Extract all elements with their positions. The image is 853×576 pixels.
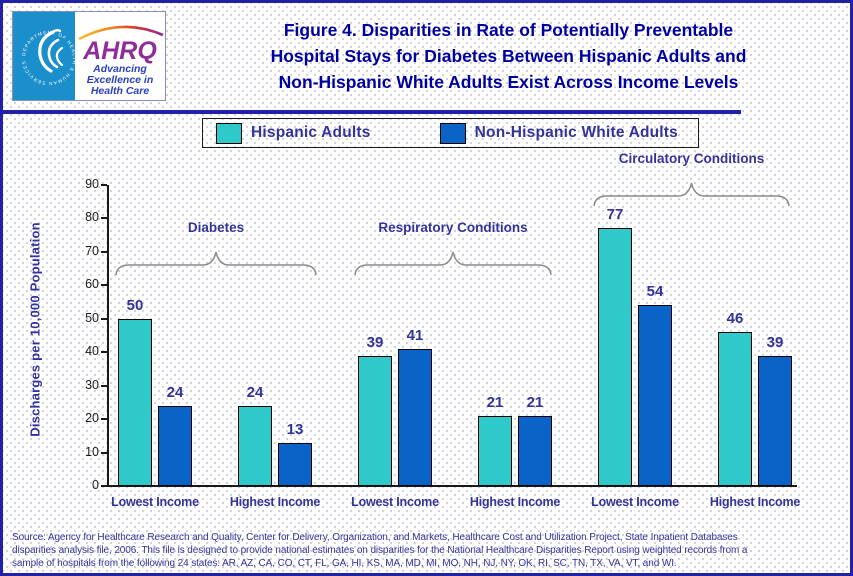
figure-title-line: Non-Hispanic White Adults Exist Across I… — [278, 72, 739, 92]
x-axis-label: Lowest Income — [591, 494, 679, 509]
rainbow-arc-icon — [78, 25, 164, 41]
svg-text:Advancing: Advancing — [92, 63, 147, 75]
x-axis-label: Highest Income — [709, 494, 801, 509]
header-divider — [3, 110, 741, 114]
bar-nonhispanic-white — [158, 405, 192, 486]
condition-label: Circulatory Conditions — [618, 151, 765, 166]
legend-label: Non-Hispanic White Adults — [474, 124, 678, 141]
y-tick — [101, 351, 107, 354]
figure-title-line: Hospital Stays for Diabetes Between Hisp… — [270, 46, 747, 66]
figure-title: Figure 4. Disparities in Rate of Potenti… — [171, 17, 846, 95]
condition-label: Respiratory Conditions — [378, 220, 528, 235]
y-tick-label: 30 — [85, 377, 99, 392]
x-axis-label: Lowest Income — [111, 494, 199, 509]
eagle-icon — [38, 29, 64, 73]
y-axis-title: Discharges per 10,000 Population — [27, 222, 43, 437]
condition-label: Diabetes — [187, 220, 245, 235]
bar-value-label: 24 — [246, 383, 264, 401]
hhs-seal-icon — [13, 12, 75, 100]
y-axis-line — [107, 185, 109, 486]
bar-nonhispanic-white — [638, 305, 672, 486]
svg-text:Health Care: Health Care — [91, 85, 150, 97]
bar-hispanic — [358, 355, 392, 486]
x-axis-label: Lowest Income — [351, 494, 439, 509]
source-note-line: Source: Agency for Healthcare Research a… — [12, 532, 738, 543]
bar-hispanic — [238, 405, 272, 486]
y-tick — [101, 284, 107, 287]
y-tick-label: 40 — [85, 344, 99, 359]
bar-hispanic — [478, 415, 512, 486]
bar-nonhispanic-white — [758, 355, 792, 486]
bar-value-label: 21 — [486, 393, 504, 411]
bar-value-label: 77 — [606, 206, 624, 224]
y-tick — [101, 485, 107, 487]
legend-item: Hispanic Adults — [216, 122, 371, 144]
bar-value-label: 50 — [126, 296, 144, 314]
bar-nonhispanic-white — [398, 348, 432, 486]
ahrq-logo-graphic: DEPARTMENT OF HEALTH & HUMAN SERVICES - … — [11, 8, 164, 100]
legend-swatch — [439, 122, 466, 144]
legend-swatch — [216, 122, 242, 144]
condition-brace — [593, 182, 790, 207]
y-tick-label: 70 — [85, 243, 99, 258]
y-tick — [101, 250, 107, 253]
y-tick — [101, 217, 107, 220]
source-note-line: sample of hospitals from the following 2… — [12, 558, 677, 569]
y-tick-label: 0 — [92, 478, 99, 492]
bar-value-label: 54 — [646, 283, 664, 301]
bar-hispanic — [718, 332, 752, 486]
y-tick-label: 60 — [85, 277, 99, 292]
figure-title-line: Figure 4. Disparities in Rate of Potenti… — [283, 20, 734, 40]
bar-value-label: 24 — [166, 383, 184, 401]
bar-nonhispanic-white — [278, 442, 312, 486]
y-tick — [101, 418, 107, 421]
bar-chart: Discharges per 10,000 Population 0 10 20 30… — [3, 3, 850, 573]
y-tick — [101, 317, 107, 320]
legend-label: Hispanic Adults — [251, 124, 371, 141]
bar-value-label: 41 — [406, 326, 424, 344]
legend-item: Non-Hispanic White Adults — [439, 122, 678, 144]
bar-hispanic — [118, 318, 152, 486]
source-note-line: disparities analysis file, 2006. This fi… — [12, 545, 748, 556]
x-axis-label: Highest Income — [469, 494, 561, 509]
x-axis-label: Highest Income — [229, 494, 321, 509]
ahrq-wordmark: AHRQ — [82, 37, 157, 65]
source-note: Source: Agency for Healthcare Research a… — [12, 531, 850, 570]
bar-value-label: 46 — [726, 310, 744, 328]
y-tick-label: 10 — [85, 444, 99, 459]
ahrq-logo: DEPARTMENT OF HEALTH & HUMAN SERVICES - … — [11, 8, 166, 101]
logo-tagline: Advancing Excellence in Health Care — [87, 63, 154, 97]
bar-value-label: 39 — [766, 333, 784, 351]
y-tick — [101, 451, 107, 454]
chart-legend: Hispanic Adults Non-Hispanic White Adults — [202, 118, 699, 148]
y-tick — [101, 384, 107, 387]
y-tick-label: 50 — [85, 310, 99, 325]
bar-nonhispanic-white — [518, 415, 552, 486]
bar-hispanic — [598, 228, 632, 486]
x-axis-line — [107, 485, 797, 487]
y-tick-label: 80 — [85, 210, 99, 225]
y-tick-label: 20 — [85, 411, 99, 426]
svg-text:Excellence in: Excellence in — [87, 74, 154, 86]
bar-value-label: 13 — [286, 420, 304, 438]
y-tick-label: 90 — [85, 177, 99, 191]
condition-brace — [115, 251, 317, 276]
condition-brace — [354, 251, 552, 276]
y-tick — [101, 184, 107, 186]
bar-value-label: 39 — [366, 333, 384, 351]
bar-value-label: 21 — [526, 393, 544, 411]
